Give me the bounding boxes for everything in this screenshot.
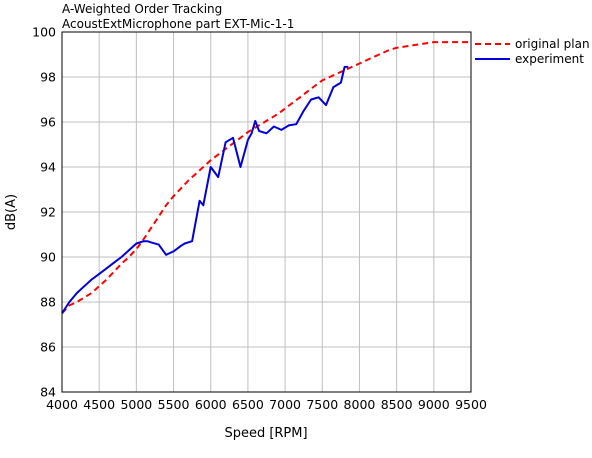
y-tick-label: 100	[32, 25, 56, 40]
y-tick-label: 90	[40, 250, 56, 265]
x-tick-label: 7000	[269, 397, 301, 412]
plot-border	[61, 31, 472, 393]
x-tick-label: 5000	[120, 397, 152, 412]
y-tick-label: 86	[40, 340, 56, 355]
legend-label-experiment: experiment	[515, 52, 584, 66]
y-tick-label: 94	[40, 160, 56, 175]
chart-title: A-Weighted Order Tracking	[62, 2, 223, 16]
x-tick-labels: 4000 4500 5000 5500 6000 6500 7000 7500 8000 8500…	[46, 397, 487, 412]
y-tick-label: 88	[40, 295, 56, 310]
x-tick-label: 6000	[195, 397, 227, 412]
x-tick-label: 5500	[158, 397, 190, 412]
grid	[61, 31, 472, 393]
x-tick-label: 4500	[83, 397, 115, 412]
y-tick-label: 84	[40, 385, 56, 400]
y-axis-label: dB(A)	[4, 194, 19, 230]
y-tick-labels: 84 86 88 90 92 94 96 98 100	[32, 25, 56, 400]
x-tick-label: 8500	[381, 397, 413, 412]
series-line-experiment	[61, 65, 349, 314]
x-tick-label: 8000	[344, 397, 376, 412]
x-axis-label: Speed [RPM]	[224, 426, 307, 441]
x-tick-label: 9000	[418, 397, 450, 412]
x-tick-label: 7500	[306, 397, 338, 412]
x-tick-label: 6500	[232, 397, 264, 412]
y-tick-label: 92	[40, 205, 56, 220]
legend-label-original-plan: original plan	[515, 37, 590, 51]
legend: original plan experiment	[475, 37, 590, 66]
y-tick-label: 96	[40, 115, 56, 130]
x-tick-label: 9500	[455, 397, 487, 412]
series-layer	[61, 41, 471, 314]
x-tick-label: 4000	[46, 397, 78, 412]
chart-subtitle: AcoustExtMicrophone part EXT-Mic-1-1	[62, 17, 295, 31]
y-tick-label: 98	[40, 70, 56, 85]
